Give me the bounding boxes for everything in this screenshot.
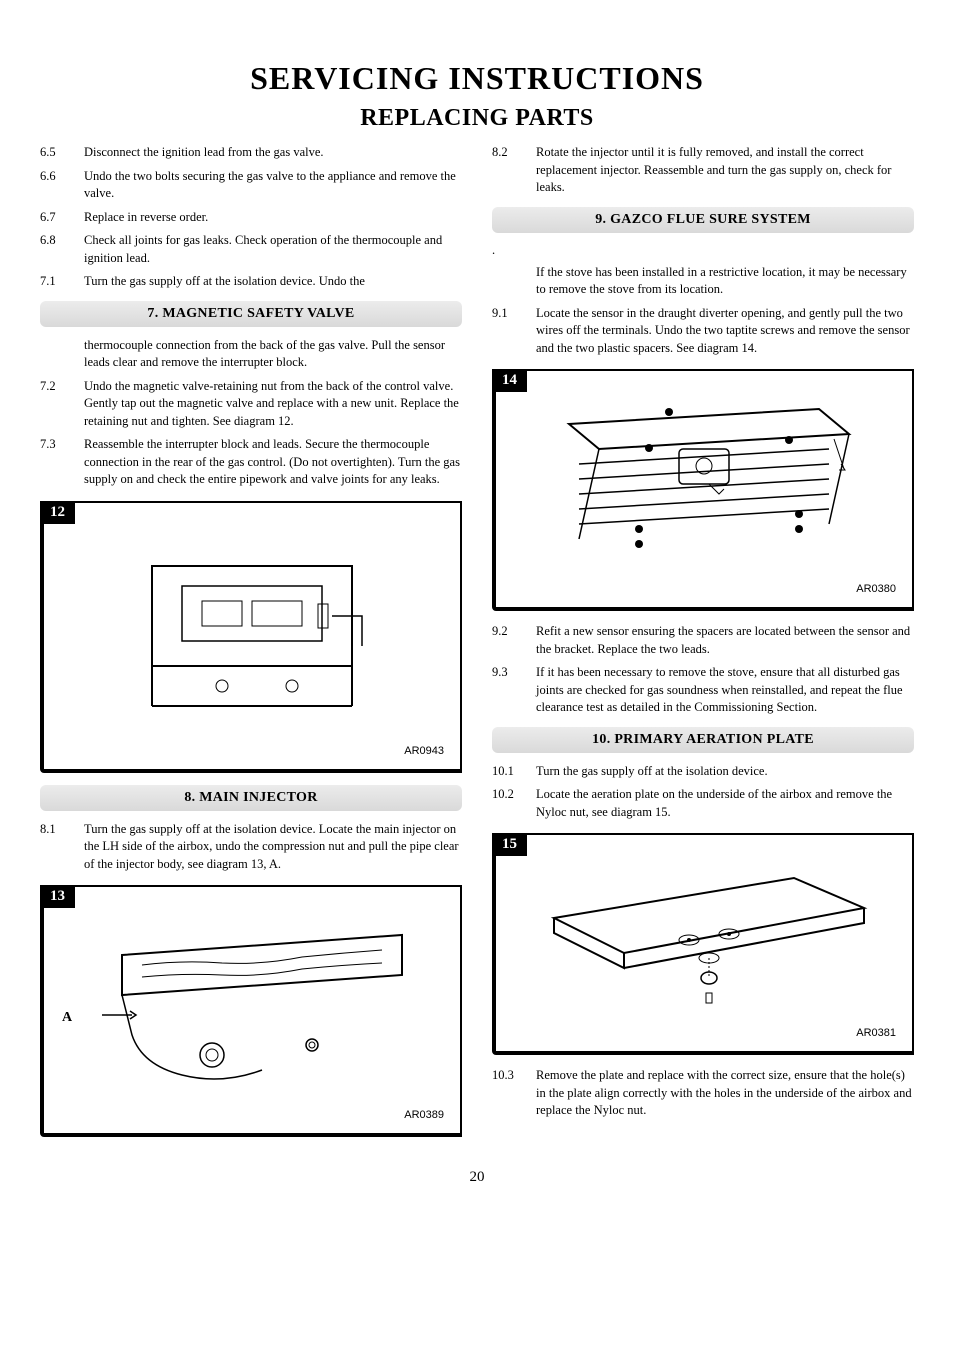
instruction-number: 9.1: [492, 305, 536, 358]
instruction-text: Locate the aeration plate on the undersi…: [536, 786, 914, 821]
instruction-item: 9.2Refit a new sensor ensuring the space…: [492, 623, 914, 658]
instruction-item: 9.3If it has been necessary to remove th…: [492, 664, 914, 717]
page-number: 20: [40, 1169, 914, 1186]
instruction-text: Refit a new sensor ensuring the spacers …: [536, 623, 914, 658]
instruction-number: 6.5: [40, 144, 84, 162]
instruction-item: 9.1Locate the sensor in the draught dive…: [492, 305, 914, 358]
diagram-13-svg: [82, 915, 422, 1105]
instruction-number: 10.1: [492, 763, 536, 781]
diagram-14-svg: [539, 394, 869, 584]
diagram-15-ref: AR0381: [856, 1027, 896, 1039]
page-title: SERVICING INSTRUCTIONS: [40, 60, 914, 97]
items-7: 7.2Undo the magnetic valve-retaining nut…: [40, 378, 462, 489]
diagram-14-body: AR0380: [504, 379, 904, 599]
instruction-number: 6.7: [40, 209, 84, 227]
instruction-item: 6.7Replace in reverse order.: [40, 209, 462, 227]
items-10a: 10.1Turn the gas supply off at the isola…: [492, 763, 914, 822]
instruction-number: 8.1: [40, 821, 84, 874]
instruction-text: Undo the two bolts securing the gas valv…: [84, 168, 462, 203]
instruction-number: 8.2: [492, 144, 536, 197]
items-8: 8.1Turn the gas supply off at the isolat…: [40, 821, 462, 874]
instruction-number: 10.3: [492, 1067, 536, 1120]
instruction-text: Locate the sensor in the draught diverte…: [536, 305, 914, 358]
instruction-text: Remove the plate and replace with the co…: [536, 1067, 914, 1120]
section-8-header: 8. MAIN INJECTOR: [40, 785, 462, 811]
diagram-13-body: A AR0389: [52, 895, 452, 1125]
diagram-15-svg: [534, 858, 874, 1028]
instruction-item: 7.3Reassemble the interrupter block and …: [40, 436, 462, 489]
section-9-intro: If the stove has been installed in a res…: [536, 264, 914, 299]
diagram-13-label-a: A: [62, 1010, 72, 1026]
instruction-text: Undo the magnetic valve-retaining nut fr…: [84, 378, 462, 431]
diagram-12-ref: AR0943: [404, 745, 444, 757]
instruction-number: 7.2: [40, 378, 84, 431]
diagram-13: 13 A AR0389: [40, 885, 462, 1137]
instruction-text: Turn the gas supply off at the isolation…: [84, 273, 462, 291]
instruction-number: 7.1: [40, 273, 84, 291]
items-9a: 9.1Locate the sensor in the draught dive…: [492, 305, 914, 358]
instruction-text: Check all joints for gas leaks. Check op…: [84, 232, 462, 267]
left-column: 6.5Disconnect the ignition lead from the…: [40, 144, 462, 1149]
section-7-header: 7. MAGNETIC SAFETY VALVE: [40, 301, 462, 327]
section-10-header: 10. PRIMARY AERATION PLATE: [492, 727, 914, 753]
instruction-text: Disconnect the ignition lead from the ga…: [84, 144, 462, 162]
section-9-header: 9. GAZCO FLUE SURE SYSTEM: [492, 207, 914, 233]
diagram-13-ref: AR0389: [404, 1109, 444, 1121]
diagram-15: 15 AR0381: [492, 833, 914, 1055]
instruction-text: Turn the gas supply off at the isolation…: [84, 821, 462, 874]
instruction-number: 6.8: [40, 232, 84, 267]
right-column: 8.2Rotate the injector until it is fully…: [492, 144, 914, 1149]
instruction-text: Replace in reverse order.: [84, 209, 462, 227]
diagram-12-svg: [92, 536, 412, 736]
instruction-number: 10.2: [492, 786, 536, 821]
instruction-item: 8.2Rotate the injector until it is fully…: [492, 144, 914, 197]
stray-dot: .: [492, 243, 914, 258]
page-subtitle: REPLACING PARTS: [40, 105, 914, 132]
instruction-text: Rotate the injector until it is fully re…: [536, 144, 914, 197]
instruction-item: 8.1Turn the gas supply off at the isolat…: [40, 821, 462, 874]
items-pre-7: 6.5Disconnect the ignition lead from the…: [40, 144, 462, 291]
content-columns: 6.5Disconnect the ignition lead from the…: [40, 144, 914, 1149]
diagram-14-ref: AR0380: [856, 583, 896, 595]
instruction-item: 7.2Undo the magnetic valve-retaining nut…: [40, 378, 462, 431]
items-10b: 10.3Remove the plate and replace with th…: [492, 1067, 914, 1120]
instruction-item: 6.5Disconnect the ignition lead from the…: [40, 144, 462, 162]
instruction-item: 6.8Check all joints for gas leaks. Check…: [40, 232, 462, 267]
instruction-text: Turn the gas supply off at the isolation…: [536, 763, 914, 781]
instruction-text: If it has been necessary to remove the s…: [536, 664, 914, 717]
instruction-item: 6.6Undo the two bolts securing the gas v…: [40, 168, 462, 203]
instruction-number: 6.6: [40, 168, 84, 203]
items-82: 8.2Rotate the injector until it is fully…: [492, 144, 914, 197]
items-9b: 9.2Refit a new sensor ensuring the space…: [492, 623, 914, 717]
instruction-item: 10.2Locate the aeration plate on the und…: [492, 786, 914, 821]
instruction-item: 10.1Turn the gas supply off at the isola…: [492, 763, 914, 781]
diagram-15-body: AR0381: [504, 843, 904, 1043]
instruction-item: 10.3Remove the plate and replace with th…: [492, 1067, 914, 1120]
instruction-number: 7.3: [40, 436, 84, 489]
diagram-14: 14: [492, 369, 914, 611]
section-7-continuation: thermocouple connection from the back of…: [84, 337, 462, 372]
instruction-item: 7.1Turn the gas supply off at the isolat…: [40, 273, 462, 291]
diagram-12-body: AR0943: [52, 511, 452, 761]
instruction-number: 9.3: [492, 664, 536, 717]
diagram-12: 12 AR0943: [40, 501, 462, 773]
instruction-text: Reassemble the interrupter block and lea…: [84, 436, 462, 489]
instruction-number: 9.2: [492, 623, 536, 658]
